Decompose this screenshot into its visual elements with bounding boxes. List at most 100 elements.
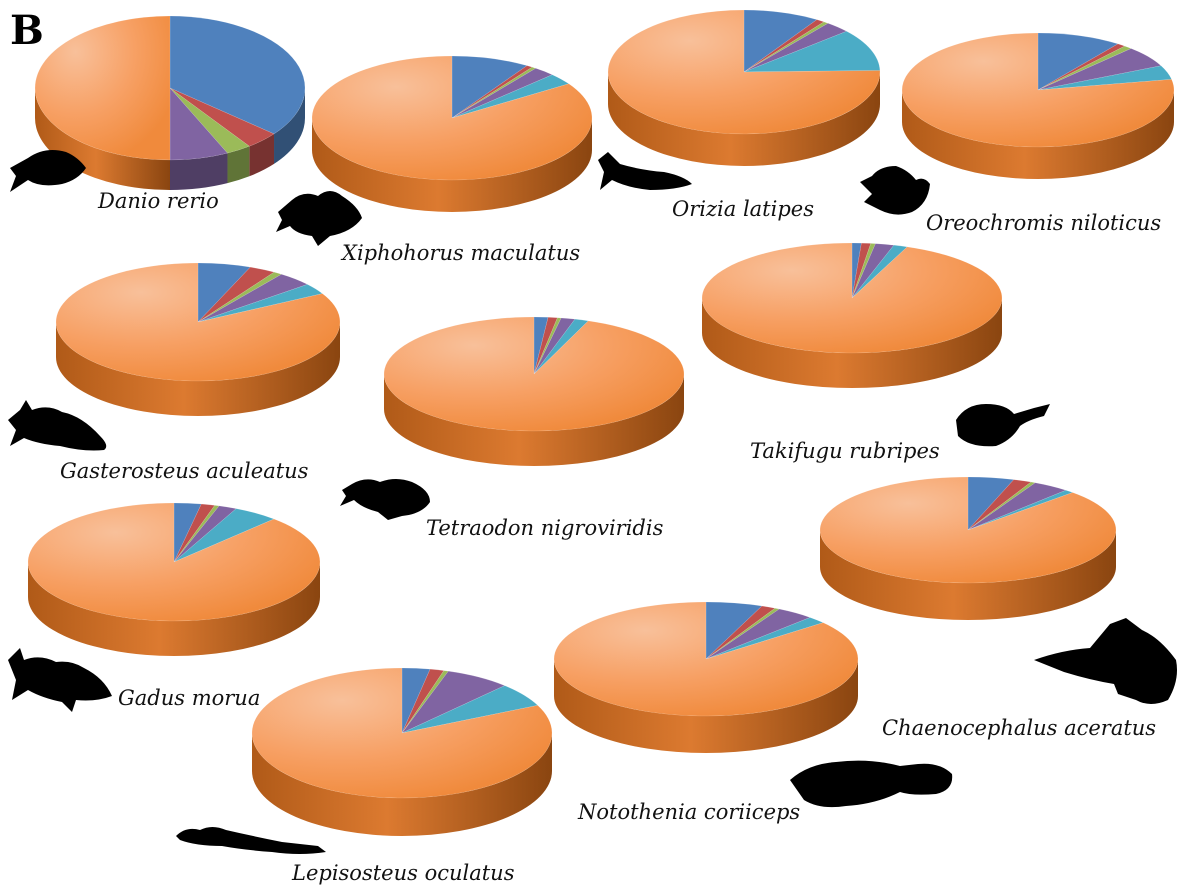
pie-slice-blue: [705, 601, 763, 660]
pufferfish-icon: [340, 479, 430, 520]
pie-side: [702, 298, 1002, 388]
pie-slice-cyan: [401, 685, 539, 734]
pie-slice-red: [451, 65, 533, 119]
pie-slice-green: [851, 243, 876, 299]
pie-slice-cyan: [851, 244, 908, 299]
pie-slice-purple: [967, 482, 1067, 531]
pie-slice-blue: [173, 502, 202, 563]
pie-side: [820, 530, 1116, 620]
pie-slice-red: [173, 503, 216, 563]
pie-side-orange: [554, 659, 858, 753]
pie-chart: [607, 9, 881, 166]
pie-side-green: [227, 146, 250, 184]
pie-side-orange: [384, 374, 684, 466]
pie-side-red: [249, 133, 275, 177]
pie-slice-green: [173, 505, 220, 563]
pie-slice-red: [1037, 43, 1126, 91]
pie-slice-red: [743, 19, 825, 73]
platyfish-icon: [276, 191, 362, 246]
pie-chart: [901, 32, 1175, 179]
pie-slice-blue: [967, 476, 1015, 531]
pie-side: [312, 118, 592, 212]
notothenia-icon: [790, 760, 953, 808]
pie-chart: [819, 476, 1117, 620]
medaka-icon: [598, 152, 692, 190]
pie-slice-red: [169, 87, 275, 147]
pie-slice-orange: [251, 667, 553, 799]
pie-slice-purple: [1037, 48, 1162, 91]
pie-side-orange: [902, 90, 1174, 179]
pie-slice-blue: [851, 242, 862, 299]
pie-side-orange: [312, 118, 592, 212]
pie-slice-cyan: [967, 489, 1074, 531]
pie-chart: [251, 667, 553, 836]
pie-side-orange: [702, 298, 1002, 388]
pie-side: [28, 562, 320, 656]
pie-slice-orange: [311, 55, 593, 181]
pie-slice-orange: [607, 9, 881, 135]
species-label: Oreochromis niloticus: [926, 211, 1161, 235]
pie-slice-cyan: [173, 508, 275, 563]
pie-side-orange: [608, 72, 880, 166]
pie-slice-purple: [401, 670, 506, 734]
pie-side: [252, 733, 552, 836]
pie-slice-cyan: [197, 284, 324, 323]
species-label: Orizia latipes: [672, 197, 814, 221]
pie-slice-purple: [851, 243, 895, 299]
pie-side-orange: [56, 322, 340, 416]
icefish-icon: [1034, 618, 1177, 704]
pie-slice-blue: [743, 9, 818, 73]
pie-chart: [55, 262, 341, 416]
pie-slice-orange: [701, 242, 1003, 354]
pie-slice-green: [967, 481, 1036, 531]
pie-slice-purple: [197, 273, 309, 323]
pies-layer: [27, 9, 1175, 836]
pie-slice-green: [1037, 45, 1132, 91]
pie-chart: [311, 55, 593, 212]
tilapia-icon: [860, 166, 930, 215]
pie-slice-purple: [169, 87, 228, 161]
pie-slice-red: [401, 668, 445, 734]
pie-chart: [553, 601, 859, 753]
pie-slice-blue: [197, 262, 251, 323]
pie-slice-green: [401, 670, 449, 734]
pie-slice-orange: [553, 601, 859, 717]
pie-slice-red: [967, 479, 1032, 531]
pie-side-orange: [28, 562, 320, 656]
pie-slice-blue: [401, 667, 431, 734]
panel-label: B: [10, 7, 44, 54]
pie-chart: [34, 15, 306, 190]
pie-slice-red: [197, 266, 275, 323]
pie-side: [554, 659, 858, 753]
gar-icon: [176, 827, 326, 854]
species-label: Gadus morua: [118, 686, 260, 710]
species-labels: Danio rerio Xiphohorus maculatus Orizia la…: [60, 189, 1161, 885]
pie-slice-blue: [533, 316, 549, 375]
pie-slice-cyan: [533, 318, 589, 375]
pie-slice-purple: [533, 317, 576, 375]
species-label: Takifugu rubripes: [750, 439, 940, 463]
pie-slice-purple: [705, 608, 811, 660]
pie-slice-red: [705, 605, 776, 660]
pie-slice-red: [533, 316, 558, 375]
pie-slice-purple: [451, 68, 553, 119]
species-label: Notothenia coriiceps: [577, 800, 800, 824]
fish-silhouettes: [8, 150, 1177, 854]
stickleback-icon: [8, 400, 107, 451]
zebrafish-icon: [10, 150, 86, 192]
pie-slice-purple: [173, 505, 237, 563]
fugu-icon: [956, 404, 1050, 447]
species-label: Lepisosteus oculatus: [291, 861, 515, 885]
pie-chart: [701, 242, 1003, 388]
pie-slice-orange: [27, 502, 321, 622]
pie-slice-green: [743, 21, 829, 73]
pie-side-purple: [170, 153, 228, 190]
pie-slice-orange: [819, 476, 1117, 584]
pie-slice-orange: [383, 316, 685, 432]
pie-slice-red: [851, 242, 872, 299]
species-label: Danio rerio: [97, 189, 219, 213]
pie-side: [56, 322, 340, 416]
pie-slice-blue: [1037, 32, 1119, 91]
